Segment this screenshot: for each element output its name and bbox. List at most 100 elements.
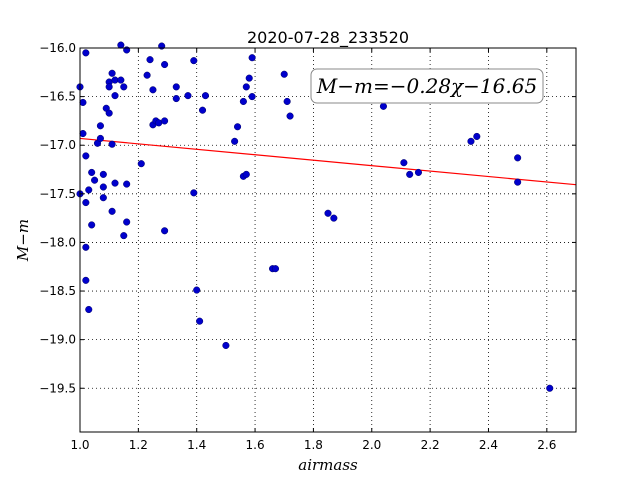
data-point xyxy=(82,243,90,251)
data-point xyxy=(137,160,145,168)
data-point xyxy=(283,97,291,106)
data-point xyxy=(467,137,475,145)
annotation-frame xyxy=(310,68,544,104)
y-axis-label: M−m xyxy=(14,219,32,262)
x-tick-label: 1.4 xyxy=(187,438,206,452)
regression-fit-line xyxy=(79,137,577,186)
y-tick-label: −18.5 xyxy=(39,284,76,298)
data-point xyxy=(108,69,116,77)
data-point xyxy=(143,71,151,79)
data-point xyxy=(245,74,253,82)
x-axis-label: airmass xyxy=(298,456,358,474)
y-axis-ticks: −16.0 −16.5 −17.0 −17.5 −18.0 −18.5 −19.0 −19.5 xyxy=(39,41,576,395)
data-point xyxy=(149,86,157,94)
data-point xyxy=(271,265,280,273)
data-point xyxy=(105,83,113,91)
data-point xyxy=(190,189,198,197)
x-tick-label: 2.2 xyxy=(421,438,440,452)
data-point xyxy=(239,97,247,106)
data-point xyxy=(242,170,250,178)
data-point xyxy=(184,92,192,100)
data-point xyxy=(172,95,180,103)
data-point xyxy=(161,227,169,235)
y-tick-label: −17.5 xyxy=(39,187,76,201)
data-point xyxy=(330,214,338,222)
data-point xyxy=(231,137,239,145)
data-point xyxy=(234,123,242,131)
fit-line-layer xyxy=(79,137,577,186)
data-point xyxy=(248,54,256,62)
x-tick-label: 1.6 xyxy=(246,438,265,452)
data-points xyxy=(76,41,554,392)
data-point xyxy=(108,207,116,215)
y-tick-label: −18.0 xyxy=(39,235,76,249)
data-point xyxy=(111,179,119,187)
data-point xyxy=(146,56,154,64)
data-point xyxy=(546,384,554,392)
data-point xyxy=(108,140,116,148)
y-tick-label: −17.0 xyxy=(39,138,76,152)
data-point xyxy=(514,178,522,186)
x-tick-label: 2.6 xyxy=(537,438,556,452)
x-tick-label: 1.2 xyxy=(129,438,148,452)
data-point xyxy=(406,170,414,178)
data-point xyxy=(242,83,250,91)
data-point xyxy=(82,49,90,57)
data-point xyxy=(79,129,87,138)
x-axis-ticks: 1.0 1.2 1.4 1.6 1.8 2.0 2.2 2.4 2.6 xyxy=(70,48,556,452)
x-tick-label: 1.0 xyxy=(70,438,89,452)
data-point xyxy=(82,199,90,207)
chart-title: 2020-07-28_233520 xyxy=(247,28,409,48)
data-point xyxy=(198,106,207,114)
data-point xyxy=(123,180,131,188)
plot-frame xyxy=(79,47,577,433)
data-point xyxy=(280,70,288,78)
fit-annotation-box: M−m=−0.28χ−16.65 xyxy=(310,68,544,104)
x-tick-label: 2.0 xyxy=(362,438,381,452)
data-point xyxy=(193,286,201,294)
data-point xyxy=(117,76,125,84)
data-point xyxy=(172,83,180,91)
y-tick-label: −16.0 xyxy=(39,41,76,55)
data-point xyxy=(96,122,104,130)
y-tick-label: −16.5 xyxy=(39,90,76,104)
data-point xyxy=(123,218,131,226)
data-point xyxy=(88,168,96,176)
data-point xyxy=(514,154,522,162)
data-point xyxy=(324,209,332,217)
x-tick-label: 2.4 xyxy=(479,438,498,452)
data-point xyxy=(248,93,256,101)
y-tick-label: −19.5 xyxy=(39,381,76,395)
data-point xyxy=(414,168,422,176)
data-point xyxy=(379,102,387,110)
y-tick-label: −19.0 xyxy=(39,333,76,347)
data-point xyxy=(196,317,204,325)
data-point xyxy=(85,186,93,194)
data-point xyxy=(120,232,128,240)
data-point xyxy=(85,305,93,314)
x-tick-label: 1.8 xyxy=(304,438,323,452)
data-point xyxy=(91,176,99,184)
data-point xyxy=(88,221,96,229)
data-point xyxy=(400,159,408,167)
data-point xyxy=(105,109,113,117)
data-point xyxy=(96,134,104,142)
data-point xyxy=(82,152,90,160)
data-point xyxy=(286,112,294,120)
data-point xyxy=(161,60,169,69)
data-point xyxy=(190,57,198,65)
data-point xyxy=(111,92,119,100)
data-point xyxy=(117,41,125,49)
fit-equation: M−m=−0.28χ−16.65 xyxy=(316,74,537,98)
grid-lines xyxy=(79,47,576,432)
data-point xyxy=(82,276,90,284)
data-point xyxy=(99,194,107,202)
data-point xyxy=(201,92,210,100)
data-point xyxy=(79,98,87,106)
data-point xyxy=(222,341,230,350)
data-point xyxy=(99,183,107,191)
data-point xyxy=(161,117,169,125)
data-point xyxy=(473,132,481,141)
data-point xyxy=(99,170,107,178)
